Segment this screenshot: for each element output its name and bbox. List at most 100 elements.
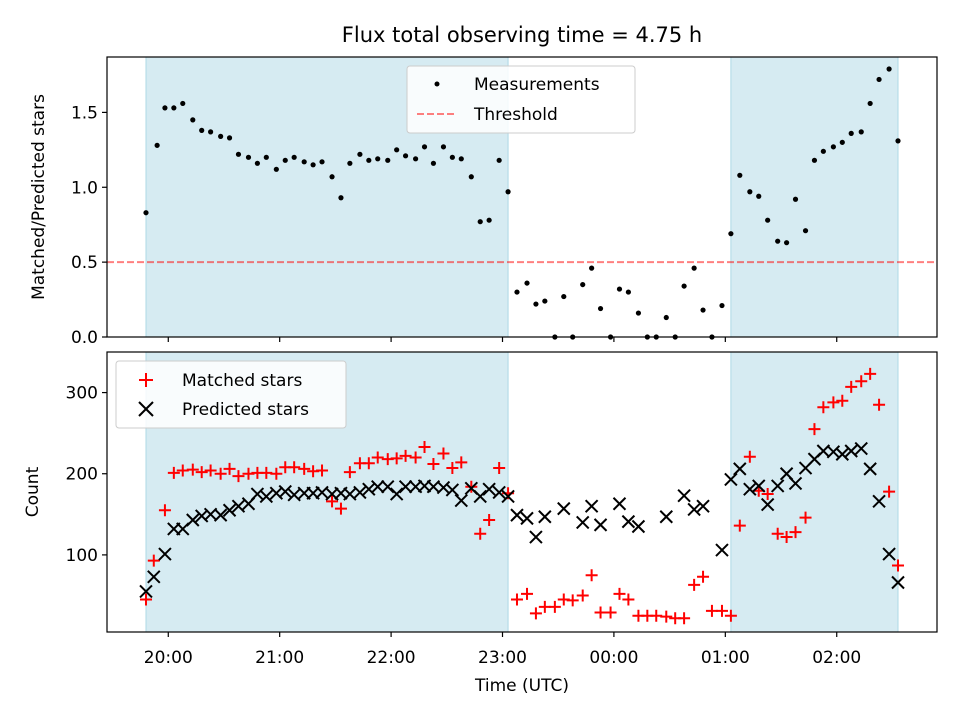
matched-star-marker bbox=[789, 526, 802, 539]
x-tick-label: 00:00 bbox=[589, 648, 638, 668]
measurement-point bbox=[792, 196, 799, 202]
matched-star-marker bbox=[715, 604, 728, 617]
predicted-star-marker bbox=[788, 476, 803, 491]
matched-star-marker bbox=[427, 458, 440, 470]
measurement-point bbox=[235, 151, 242, 157]
matched-star-marker bbox=[446, 462, 459, 475]
matched-star-marker bbox=[883, 485, 896, 498]
predicted-star-marker bbox=[520, 511, 534, 526]
measurement-point bbox=[747, 189, 753, 195]
matched-star-marker bbox=[808, 423, 821, 436]
matched-star-marker bbox=[390, 452, 403, 465]
matched-star-marker bbox=[771, 527, 784, 540]
matched-star-marker bbox=[167, 466, 180, 479]
matched-star-marker bbox=[316, 464, 329, 477]
predicted-stars-series bbox=[139, 441, 905, 599]
predicted-star-marker bbox=[213, 508, 228, 522]
measurement-point bbox=[486, 217, 492, 223]
measurement-point bbox=[385, 157, 391, 163]
predicted-star-marker bbox=[222, 503, 237, 517]
predicted-star-marker bbox=[398, 480, 413, 494]
bottom-shaded-region-1 bbox=[730, 351, 899, 633]
matched-star-marker bbox=[326, 495, 339, 508]
measurement-point bbox=[775, 238, 781, 244]
predicted-star-marker bbox=[677, 488, 691, 503]
top-legend-box bbox=[406, 65, 636, 134]
measurement-point bbox=[180, 100, 186, 107]
predicted-star-marker bbox=[835, 447, 850, 461]
measurement-point bbox=[190, 117, 196, 123]
predicted-star-marker bbox=[445, 483, 460, 497]
matched-star-marker bbox=[204, 464, 217, 477]
measurement-point bbox=[154, 142, 160, 148]
matched-star-marker bbox=[223, 462, 236, 475]
matched-star-marker bbox=[548, 600, 561, 613]
legend-predicted-marker bbox=[138, 401, 154, 417]
matched-star-marker bbox=[147, 554, 160, 567]
matched-star-marker bbox=[733, 519, 746, 532]
x-axis-label: Time (UTC) bbox=[474, 676, 569, 696]
matched-star-marker bbox=[566, 594, 579, 607]
matched-star-marker bbox=[409, 451, 422, 464]
predicted-star-marker bbox=[576, 515, 590, 530]
measurement-point bbox=[858, 129, 864, 135]
predicted-star-marker bbox=[529, 530, 543, 544]
predicted-star-marker bbox=[696, 499, 710, 513]
predicted-star-marker bbox=[353, 485, 367, 500]
measurement-point bbox=[421, 144, 428, 150]
measurement-point bbox=[802, 228, 809, 234]
chart-title: Flux total observing time = 4.75 h bbox=[342, 23, 702, 47]
measurement-point bbox=[867, 100, 873, 107]
measurement-point bbox=[589, 265, 595, 271]
measurement-point bbox=[561, 293, 567, 300]
measurement-point bbox=[505, 189, 511, 195]
x-tick-label: 22:00 bbox=[367, 648, 416, 668]
x-tick-label: 01:00 bbox=[701, 648, 750, 668]
measurement-point bbox=[254, 160, 261, 166]
matched-star-marker bbox=[371, 451, 384, 464]
predicted-star-marker bbox=[231, 499, 246, 513]
matched-star-marker bbox=[864, 367, 877, 380]
matched-star-marker bbox=[892, 559, 905, 572]
measurement-point bbox=[458, 156, 464, 162]
measurement-point bbox=[756, 193, 762, 199]
x-tick-label: 20:00 bbox=[144, 648, 193, 668]
predicted-star-marker bbox=[863, 462, 877, 476]
matched-star-marker bbox=[483, 514, 496, 526]
matched-star-marker bbox=[176, 464, 189, 477]
bottom-legend: Matched stars Predicted stars bbox=[115, 360, 347, 429]
predicted-star-marker bbox=[139, 584, 153, 599]
measurement-point bbox=[542, 298, 548, 304]
predicted-star-marker bbox=[743, 482, 757, 496]
measurement-point bbox=[876, 76, 882, 83]
matched-star-marker bbox=[343, 466, 356, 479]
measurement-point bbox=[449, 154, 455, 160]
measurement-point bbox=[616, 286, 623, 292]
measurement-point bbox=[226, 135, 233, 141]
top-y-tick-label: 0.0 bbox=[71, 328, 98, 348]
matched-star-marker bbox=[270, 467, 283, 480]
measurement-point bbox=[635, 310, 642, 316]
measurement-point bbox=[171, 105, 177, 111]
top-legend: Measurements Threshold bbox=[406, 65, 636, 134]
predicted-star-marker bbox=[482, 482, 496, 496]
matched-star-marker bbox=[743, 450, 756, 463]
measurement-point bbox=[430, 160, 437, 166]
matched-star-marker bbox=[660, 610, 673, 623]
measurement-point bbox=[263, 154, 269, 160]
predicted-star-marker bbox=[473, 489, 487, 504]
measurement-point bbox=[811, 157, 818, 163]
measurement-point bbox=[347, 160, 353, 166]
measurement-point bbox=[580, 281, 586, 288]
bottom-y-tick-label: 200 bbox=[66, 465, 98, 485]
measurement-point bbox=[319, 159, 325, 165]
measurement-point bbox=[357, 151, 363, 157]
matched-star-marker bbox=[873, 398, 886, 411]
measurement-point bbox=[625, 289, 631, 295]
measurement-point bbox=[366, 157, 372, 163]
matched-star-marker bbox=[650, 609, 663, 622]
top-y-axis-label: Matched/Predicted stars bbox=[29, 94, 49, 300]
predicted-star-marker bbox=[687, 502, 701, 517]
matched-star-marker bbox=[538, 600, 551, 613]
legend-predicted-label: Predicted stars bbox=[182, 400, 309, 420]
